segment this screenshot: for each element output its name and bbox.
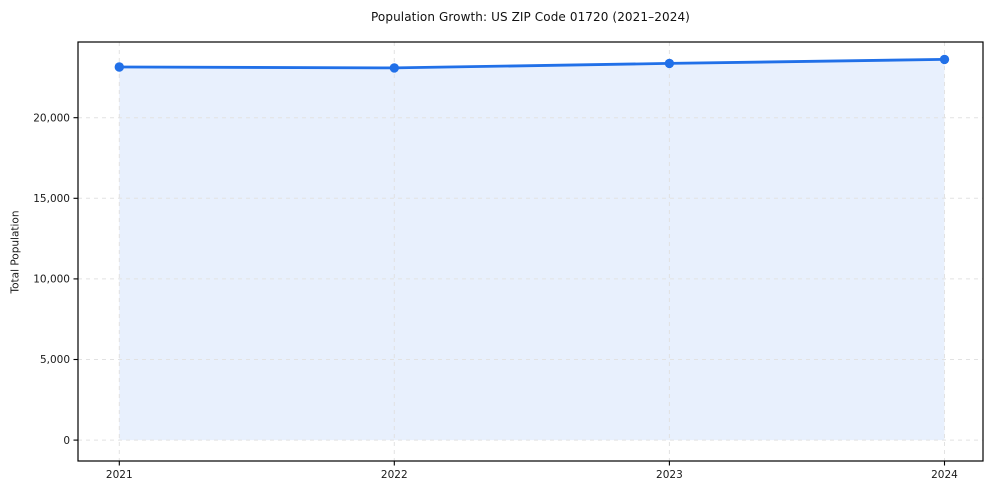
data-point-2021	[114, 62, 125, 72]
x-tick-label: 2021	[106, 469, 133, 481]
y-tick-label: 20,000	[33, 112, 70, 124]
chart-title: Population Growth: US ZIP Code 01720 (20…	[371, 10, 690, 24]
axis-frame	[77, 41, 984, 462]
y-tick-label: 5,000	[40, 354, 70, 366]
data-point-2022	[389, 63, 399, 73]
y-tick-label: 10,000	[33, 274, 70, 286]
x-tick-label: 2024	[931, 469, 958, 481]
y-tick-label: 0	[63, 435, 70, 447]
area-fill	[119, 59, 945, 441]
data-point-2023	[664, 58, 675, 69]
x-tick-label: 2023	[656, 469, 683, 481]
data-point-2024	[939, 54, 950, 65]
data-line	[117, 58, 946, 70]
x-tick-label: 2022	[381, 469, 408, 481]
y-tick-label: 15,000	[33, 193, 70, 205]
